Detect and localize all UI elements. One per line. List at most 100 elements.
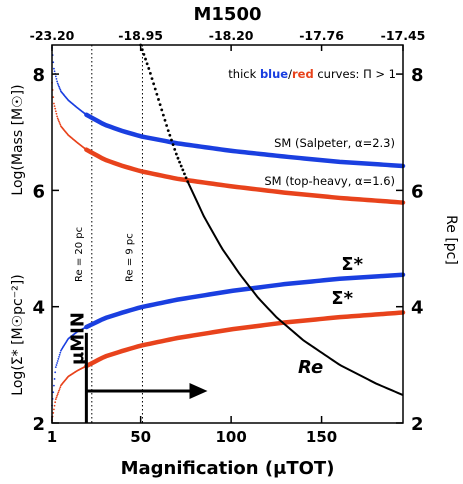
y-axis-title-upper: Log(Mass [M☉]) [10, 84, 26, 195]
re-curve-dot [174, 152, 178, 156]
re-curve-dot [183, 172, 186, 176]
sm-top-heavy-dot [54, 110, 57, 113]
sm-top-heavy-dot [53, 105, 56, 108]
sigma-blue-dot [53, 378, 56, 380]
sm-top-heavy-dot [58, 122, 61, 124]
sigma-blue-dot [58, 355, 60, 358]
sm-top-heavy-line [84, 147, 406, 205]
sigma-red-dot [58, 388, 61, 390]
sigma-red-dot [57, 391, 60, 394]
y-right-tick-label-4: 8 [411, 65, 424, 86]
sm-salpeter-dot [59, 88, 62, 91]
re-curve-dot [163, 118, 167, 122]
sigma-red-dot [53, 404, 56, 407]
sm-salpeter-dot [56, 82, 59, 85]
reference-line-label-2: Re = 9 pc [124, 233, 135, 282]
re-curve-dot [171, 143, 175, 147]
x-tick-label-3: 100 [215, 428, 246, 446]
sm-top-heavy-dot [53, 102, 55, 105]
sm-top-heavy-dot [55, 112, 58, 115]
re-curve-dot [142, 52, 146, 56]
sigma-red-dot [53, 408, 55, 411]
re-curve-dot [166, 129, 170, 132]
sigma-blue-dot [56, 360, 59, 362]
top-tick-label-1: -23.20 [30, 28, 75, 43]
sigma-red-dot [58, 389, 60, 392]
sm-top-heavy-dot [54, 107, 57, 110]
sigma-red-dot [56, 393, 59, 395]
re-curve-line [186, 181, 404, 397]
sigma-red-dot [54, 401, 57, 404]
y-right-tick-label-2: 4 [411, 298, 424, 319]
labels-layer: M1500 Magnification (μTOT) Log(Mass [M☉]… [10, 4, 459, 479]
sm-salpeter-dot [57, 84, 60, 86]
sigma-red-dot [54, 398, 57, 401]
sigma-red-dots [51, 365, 88, 421]
sm-salpeter-dot [52, 61, 55, 64]
ticks-layer: 1 50 100 150-23.20 -18.95 -18.20 -17.76 -17.452… [30, 28, 426, 446]
sigma-red-label: Σ* [331, 288, 353, 309]
y-tick-label-1: 2 [32, 414, 45, 435]
reference-line-label-1: Re = 20 pc [74, 227, 85, 282]
sm-salpeter-dot [58, 87, 61, 90]
sm-top-heavy-dots [51, 81, 88, 151]
sm-top-heavy-dot [57, 119, 60, 121]
x-tick-label-1: 1 [47, 428, 57, 446]
reference-lines: Re = 20 pc Re = 9 pc [74, 45, 143, 423]
re-curve-dot [157, 98, 160, 101]
sigma-blue-dot [52, 391, 55, 394]
sigma-blue-dot [54, 366, 57, 369]
sigma-red-line [84, 310, 406, 369]
y-right-tick-label-3: 6 [411, 181, 424, 202]
x-tick-label-2: 50 [130, 428, 151, 446]
sigma-red-dot [52, 412, 55, 414]
y-tick-label-2: 4 [32, 298, 45, 319]
sigma-blue-dot [54, 371, 57, 374]
sigma-blue-dot [59, 351, 62, 354]
top-tick-label-5: -17.45 [381, 28, 426, 43]
series-layer: μMIN SM (Salpeter, α=2.3) SM (top-heavy, α… [51, 43, 406, 423]
sigma-red-dot [59, 386, 62, 389]
mu-min-label: μMIN [67, 312, 88, 365]
sigma-blue-dot [53, 384, 55, 387]
sigma-blue-dot [56, 362, 58, 364]
sm-salpeter-dot [55, 78, 58, 80]
sigma-blue-label: Σ* [341, 254, 363, 275]
sm-salpeter-label: SM (Salpeter, α=2.3) [274, 136, 395, 150]
sm-top-heavy-dot [58, 120, 60, 123]
re-curve-dot [184, 176, 188, 180]
re-curve-dot [178, 160, 181, 164]
re-curve-dot [155, 92, 159, 96]
sigma-blue-dot [58, 353, 61, 356]
mu-min-arrow-head [189, 383, 208, 400]
re-curve-dot [145, 62, 149, 66]
re-curve-dot [179, 164, 183, 168]
re-curve-dot [147, 67, 151, 70]
re-curve-dot [158, 103, 162, 107]
re-curve-dot [176, 156, 180, 160]
top-tick-label-2: -18.95 [118, 28, 163, 43]
re-curve-dot [165, 124, 169, 127]
x-axis-title: Magnification (μTOT) [121, 458, 335, 479]
sigma-blue-dot [57, 358, 60, 360]
sm-salpeter-line [84, 112, 406, 169]
re-curve-dot [140, 48, 144, 52]
note-suffix: curves: Π > 1 [314, 67, 396, 81]
re-curve-dot [160, 108, 164, 112]
sm-salpeter-dot [53, 70, 56, 73]
sm-top-heavy-dot [59, 123, 62, 126]
sm-salpeter-dot [56, 80, 58, 83]
re-curve-dot [144, 57, 147, 61]
sm-top-heavy-dot [56, 115, 58, 118]
y-tick-label-3: 6 [32, 181, 45, 202]
re-curve-dot [152, 82, 156, 86]
note-blue: blue [260, 67, 288, 81]
sm-top-heavy-label: SM (top-heavy, α=1.6) [264, 174, 395, 188]
re-curve-dot [170, 138, 173, 142]
sm-salpeter-dots [51, 47, 88, 116]
plot-frame [51, 44, 404, 424]
re-curve-dot [150, 77, 154, 80]
sm-salpeter-dot [54, 75, 57, 78]
note-slash: / [288, 67, 292, 81]
